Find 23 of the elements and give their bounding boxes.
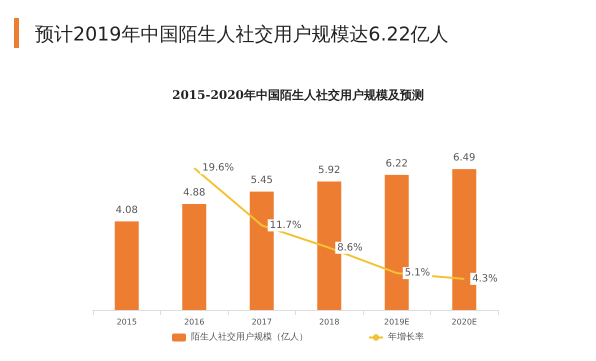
chart-subtitle: 2015-2020年中国陌生人社交用户规模及预测 — [172, 88, 424, 102]
data-label: 8.6% — [337, 242, 363, 254]
x-tick-label: 2016 — [184, 318, 204, 326]
data-label: 6.22 — [386, 158, 408, 170]
data-label: 4.08 — [116, 204, 138, 216]
data-label: 5.92 — [318, 164, 340, 176]
x-tick-label: 2017 — [252, 318, 272, 326]
legend-label: 陌生人社交用户规模（亿人） — [191, 332, 308, 342]
bar — [182, 204, 206, 310]
data-label: 5.1% — [404, 268, 430, 279]
data-label: 4.3% — [472, 273, 498, 284]
data-label: 6.49 — [453, 152, 476, 164]
data-label: 5.45 — [250, 175, 273, 186]
data-label: 11.7% — [270, 220, 302, 231]
legend-label: 年增长率 — [388, 332, 424, 342]
x-tick-label: 2018 — [319, 318, 340, 326]
data-label: 4.88 — [183, 188, 206, 199]
data-label: 19.6% — [202, 162, 234, 174]
x-tick-label: 2019E — [384, 318, 410, 326]
chart-title: 预计2019年中国陌生人社交用户规模达6.22亿人 — [35, 24, 449, 46]
bar — [114, 221, 139, 310]
x-tick-label: 2020E — [452, 318, 477, 326]
x-tick-label: 2015 — [116, 318, 137, 326]
